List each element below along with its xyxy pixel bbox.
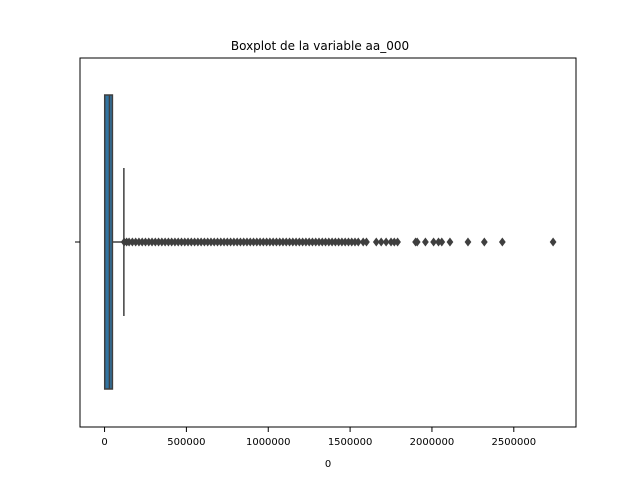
- x-tick-label: 2000000: [410, 437, 455, 448]
- x-tick-label: 2500000: [492, 437, 537, 448]
- outlier-point: [446, 237, 454, 247]
- outlier-point: [363, 237, 370, 247]
- outlier-point: [377, 237, 385, 247]
- outlier-point: [430, 237, 437, 247]
- outlier-point: [549, 237, 557, 247]
- x-axis: 0 500000 1000000 1500000 2000000 2500000: [101, 427, 536, 448]
- outlier-point: [394, 237, 401, 247]
- chart-title: Boxplot de la variable aa_000: [231, 39, 409, 53]
- outlier-point: [438, 237, 446, 247]
- outlier-point: [464, 237, 472, 247]
- outlier-point: [354, 237, 362, 247]
- outlier-point: [372, 237, 380, 247]
- outlier-point: [382, 237, 390, 247]
- x-axis-label: 0: [325, 459, 331, 470]
- outlier-point: [422, 237, 429, 247]
- x-tick-label: 0: [101, 437, 107, 448]
- x-tick-label: 1500000: [328, 437, 373, 448]
- outlier-point: [480, 237, 488, 247]
- x-tick-label: 500000: [167, 437, 205, 448]
- outlier-point: [413, 237, 421, 247]
- iqr-box: [103, 94, 114, 390]
- outlier-point: [498, 237, 506, 247]
- x-tick-label: 1000000: [246, 437, 291, 448]
- plot-area: [103, 94, 557, 390]
